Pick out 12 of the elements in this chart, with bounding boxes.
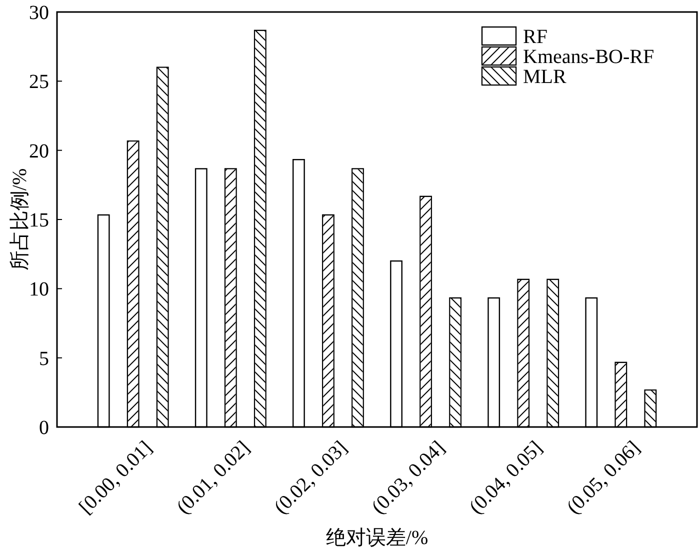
x-axis-title: 绝对误差/%	[326, 527, 428, 549]
y-tick-label: 25	[29, 71, 49, 94]
y-tick-label: 10	[29, 278, 49, 301]
y-tick-label: 0	[39, 417, 49, 439]
y-tick-label: 20	[29, 140, 49, 162]
y-tick-label: 30	[29, 2, 49, 24]
y-axis-title: 所占比例/%	[9, 168, 31, 271]
legend-label: Kmeans-BO-RF	[523, 46, 654, 68]
legend-label: RF	[523, 26, 548, 48]
y-tick-label: 15	[29, 210, 49, 232]
legend-label: MLR	[523, 66, 567, 88]
y-tick-label: 5	[39, 348, 49, 370]
